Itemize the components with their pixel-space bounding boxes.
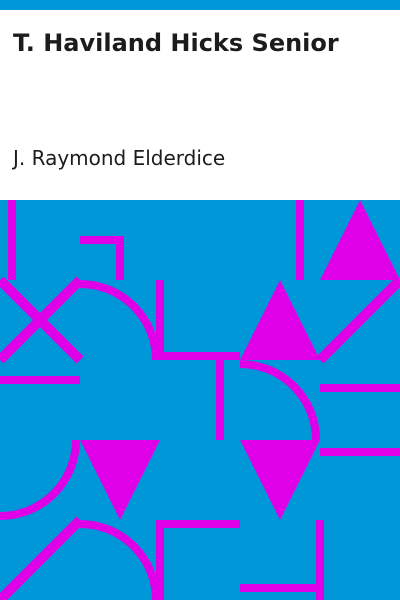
pattern-shapes bbox=[0, 200, 400, 600]
pattern-triangle bbox=[240, 440, 320, 520]
top-accent-bar bbox=[0, 0, 400, 10]
pattern-arc bbox=[79, 280, 160, 361]
pattern-bar bbox=[0, 376, 80, 384]
pattern-bar bbox=[156, 280, 164, 356]
pattern-bar bbox=[156, 520, 164, 600]
pattern-bar bbox=[320, 384, 400, 392]
pattern-triangle bbox=[240, 280, 320, 360]
pattern-diagonal bbox=[0, 276, 84, 364]
book-title: T. Haviland Hicks Senior bbox=[13, 29, 339, 57]
pattern-bar bbox=[320, 448, 400, 456]
pattern-arc bbox=[0, 439, 80, 520]
pattern-bar bbox=[240, 584, 320, 592]
pattern-bar bbox=[156, 352, 240, 360]
book-author: J. Raymond Elderdice bbox=[13, 146, 226, 170]
pattern-triangle bbox=[80, 440, 160, 520]
pattern-bar bbox=[216, 360, 224, 440]
pattern-diagonal bbox=[0, 516, 84, 600]
pattern-bar bbox=[80, 236, 124, 244]
pattern-bar bbox=[8, 200, 16, 280]
pattern-arc bbox=[79, 520, 160, 600]
pattern-diagonal bbox=[316, 276, 400, 364]
cover-pattern bbox=[0, 200, 400, 600]
pattern-triangle bbox=[320, 200, 400, 280]
pattern-bar bbox=[316, 520, 324, 600]
pattern-arc bbox=[239, 360, 320, 441]
pattern-bar bbox=[156, 520, 240, 528]
pattern-bar bbox=[296, 200, 304, 280]
pattern-bar bbox=[116, 236, 124, 280]
